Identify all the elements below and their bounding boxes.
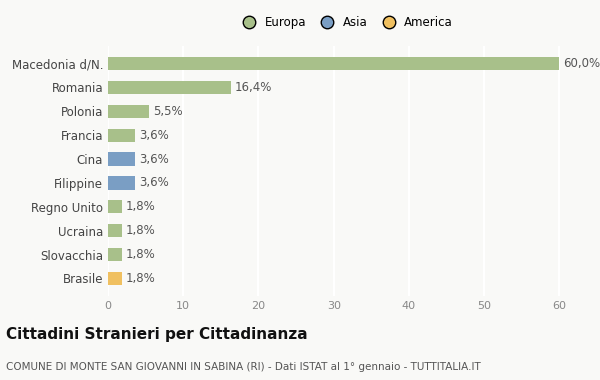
Text: 16,4%: 16,4% <box>235 81 272 94</box>
Text: 3,6%: 3,6% <box>139 129 169 142</box>
Bar <box>108 224 122 237</box>
Bar <box>108 272 122 285</box>
Text: 1,8%: 1,8% <box>125 200 155 213</box>
Text: 1,8%: 1,8% <box>125 224 155 237</box>
Text: 3,6%: 3,6% <box>139 152 169 166</box>
Bar <box>108 81 232 94</box>
Bar <box>108 248 122 261</box>
Text: 60,0%: 60,0% <box>563 57 600 70</box>
Text: COMUNE DI MONTE SAN GIOVANNI IN SABINA (RI) - Dati ISTAT al 1° gennaio - TUTTITA: COMUNE DI MONTE SAN GIOVANNI IN SABINA (… <box>6 363 481 372</box>
Text: 3,6%: 3,6% <box>139 176 169 190</box>
Bar <box>108 176 135 190</box>
Bar <box>108 200 122 214</box>
Legend: Europa, Asia, America: Europa, Asia, America <box>233 11 457 34</box>
Text: 1,8%: 1,8% <box>125 272 155 285</box>
Text: Cittadini Stranieri per Cittadinanza: Cittadini Stranieri per Cittadinanza <box>6 327 308 342</box>
Text: 5,5%: 5,5% <box>153 105 183 118</box>
Bar <box>108 105 149 118</box>
Bar <box>108 128 135 142</box>
Bar <box>108 57 559 70</box>
Bar <box>108 152 135 166</box>
Text: 1,8%: 1,8% <box>125 248 155 261</box>
